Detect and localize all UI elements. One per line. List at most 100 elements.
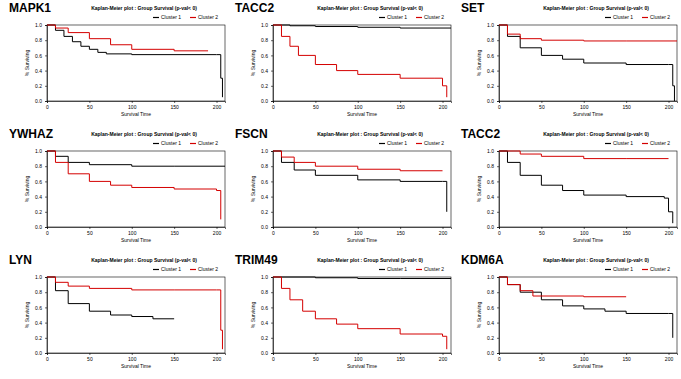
legend: Cluster 1Cluster 2 bbox=[379, 140, 444, 146]
tick-label: 200 bbox=[665, 230, 674, 236]
tick-label: 0.4 bbox=[487, 68, 494, 74]
tick-mark bbox=[497, 323, 499, 324]
x-axis-title: Survival Time bbox=[347, 111, 377, 117]
tick-label: 200 bbox=[665, 104, 674, 110]
subtitle: Kaplan-Meier plot : Group Survival (p-va… bbox=[317, 257, 423, 263]
plot-area bbox=[273, 151, 447, 212]
legend-swatch bbox=[190, 143, 196, 144]
y-tick: 0.0 bbox=[35, 224, 47, 230]
x-axis-title: Survival Time bbox=[573, 363, 603, 369]
x-axis-title: Survival Time bbox=[121, 111, 151, 117]
y-tick: 1.0 bbox=[35, 22, 47, 28]
subtitle: Kaplan-Meier plot : Group Survival (p-va… bbox=[543, 131, 649, 137]
tick-mark bbox=[271, 277, 273, 278]
legend-label: Cluster 2 bbox=[198, 266, 218, 272]
tick-label: 0.2 bbox=[487, 335, 494, 341]
x-tick: 100 bbox=[128, 353, 137, 362]
axis-line bbox=[45, 26, 48, 102]
panel: TACC2Kaplan-Meier plot : Group Survival … bbox=[461, 127, 678, 243]
tick-mark bbox=[271, 181, 273, 182]
y-tick: 0.8 bbox=[35, 289, 47, 295]
y-tick: 0.8 bbox=[261, 37, 273, 43]
tick-label: 0.6 bbox=[487, 53, 494, 59]
y-axis-title: % Surviving bbox=[24, 176, 30, 203]
legend-swatch bbox=[379, 269, 385, 270]
y-tick: 0.4 bbox=[487, 68, 499, 74]
y-tick: 0.6 bbox=[261, 179, 273, 185]
y-tick: 0.0 bbox=[261, 350, 273, 356]
tick-label: 50 bbox=[313, 230, 319, 236]
x-tick: 50 bbox=[87, 227, 93, 236]
tick-label: 0.2 bbox=[261, 335, 268, 341]
legend-swatch bbox=[416, 143, 422, 144]
tick-label: 150 bbox=[170, 230, 179, 236]
tick-mark bbox=[271, 353, 273, 354]
legend-label: Cluster 2 bbox=[424, 266, 444, 272]
survival-curve bbox=[273, 277, 447, 349]
axis-line bbox=[48, 354, 226, 356]
tick-label: 0.8 bbox=[487, 289, 494, 295]
legend-label: Cluster 2 bbox=[424, 140, 444, 146]
x-tick: 50 bbox=[87, 101, 93, 110]
y-tick: 0.2 bbox=[35, 335, 47, 341]
y-tick: 0.2 bbox=[487, 209, 499, 215]
y-tick: 0.0 bbox=[261, 98, 273, 104]
tick-label: 0 bbox=[498, 104, 501, 110]
y-tick: 0.4 bbox=[35, 68, 47, 74]
tick-mark bbox=[45, 166, 47, 167]
tick-label: 50 bbox=[539, 104, 545, 110]
tick-mark bbox=[271, 40, 273, 41]
plot-frame bbox=[499, 277, 677, 353]
y-tick: 0.0 bbox=[261, 224, 273, 230]
tick-label: 0.8 bbox=[35, 37, 42, 43]
tick-label: 50 bbox=[87, 104, 93, 110]
subtitle: Kaplan-Meier plot : Group Survival (p-va… bbox=[543, 5, 649, 11]
survival-curve bbox=[273, 151, 447, 212]
plot-area bbox=[499, 25, 677, 101]
tick-label: 0.0 bbox=[261, 98, 268, 104]
tick-mark bbox=[497, 101, 499, 102]
survival-curve bbox=[499, 277, 626, 297]
tick-mark bbox=[45, 181, 47, 182]
plot-area bbox=[47, 25, 222, 97]
tick-label: 200 bbox=[665, 356, 674, 362]
tick-label: 0.0 bbox=[487, 350, 494, 356]
tick-mark bbox=[497, 25, 499, 26]
tick-mark bbox=[45, 353, 47, 354]
axis-line bbox=[500, 228, 678, 230]
legend-swatch bbox=[153, 269, 159, 270]
tick-label: 150 bbox=[396, 104, 405, 110]
tick-label: 200 bbox=[213, 356, 222, 362]
tick-label: 100 bbox=[354, 356, 363, 362]
y-axis-title: % Surviving bbox=[476, 50, 482, 77]
y-tick: 0.2 bbox=[261, 209, 273, 215]
title: TACC2 bbox=[235, 1, 274, 15]
tick-label: 100 bbox=[580, 104, 589, 110]
tick-label: 0 bbox=[46, 356, 49, 362]
y-tick: 0.6 bbox=[261, 53, 273, 59]
tick-label: 0.8 bbox=[261, 37, 268, 43]
survival-curve bbox=[47, 151, 221, 219]
tick-label: 0.0 bbox=[261, 350, 268, 356]
x-tick: 150 bbox=[622, 101, 631, 110]
tick-label: 0.2 bbox=[487, 209, 494, 215]
x-axis: 050100150200 bbox=[272, 353, 451, 362]
tick-mark bbox=[45, 227, 47, 228]
axis-line bbox=[48, 102, 226, 104]
axis-line bbox=[500, 354, 678, 356]
x-tick: 0 bbox=[272, 227, 275, 236]
tick-label: 0.0 bbox=[487, 224, 494, 230]
panel: FSCNKaplan-Meier plot : Group Survival (… bbox=[235, 127, 452, 243]
tick-mark bbox=[45, 212, 47, 213]
panel: MAPK1Kaplan-Meier plot : Group Survival … bbox=[9, 1, 226, 117]
tick-label: 1.0 bbox=[35, 274, 42, 280]
tick-label: 150 bbox=[396, 230, 405, 236]
x-tick: 150 bbox=[396, 353, 405, 362]
panel: LYNKaplan-Meier plot : Group Survival (p… bbox=[9, 253, 226, 369]
axis-line bbox=[48, 228, 226, 230]
y-axis: 0.00.20.40.60.81.0 bbox=[487, 148, 499, 230]
y-tick: 0.6 bbox=[261, 305, 273, 311]
tick-label: 0.2 bbox=[35, 83, 42, 89]
y-tick: 0.0 bbox=[35, 98, 47, 104]
tick-label: 0 bbox=[272, 104, 275, 110]
